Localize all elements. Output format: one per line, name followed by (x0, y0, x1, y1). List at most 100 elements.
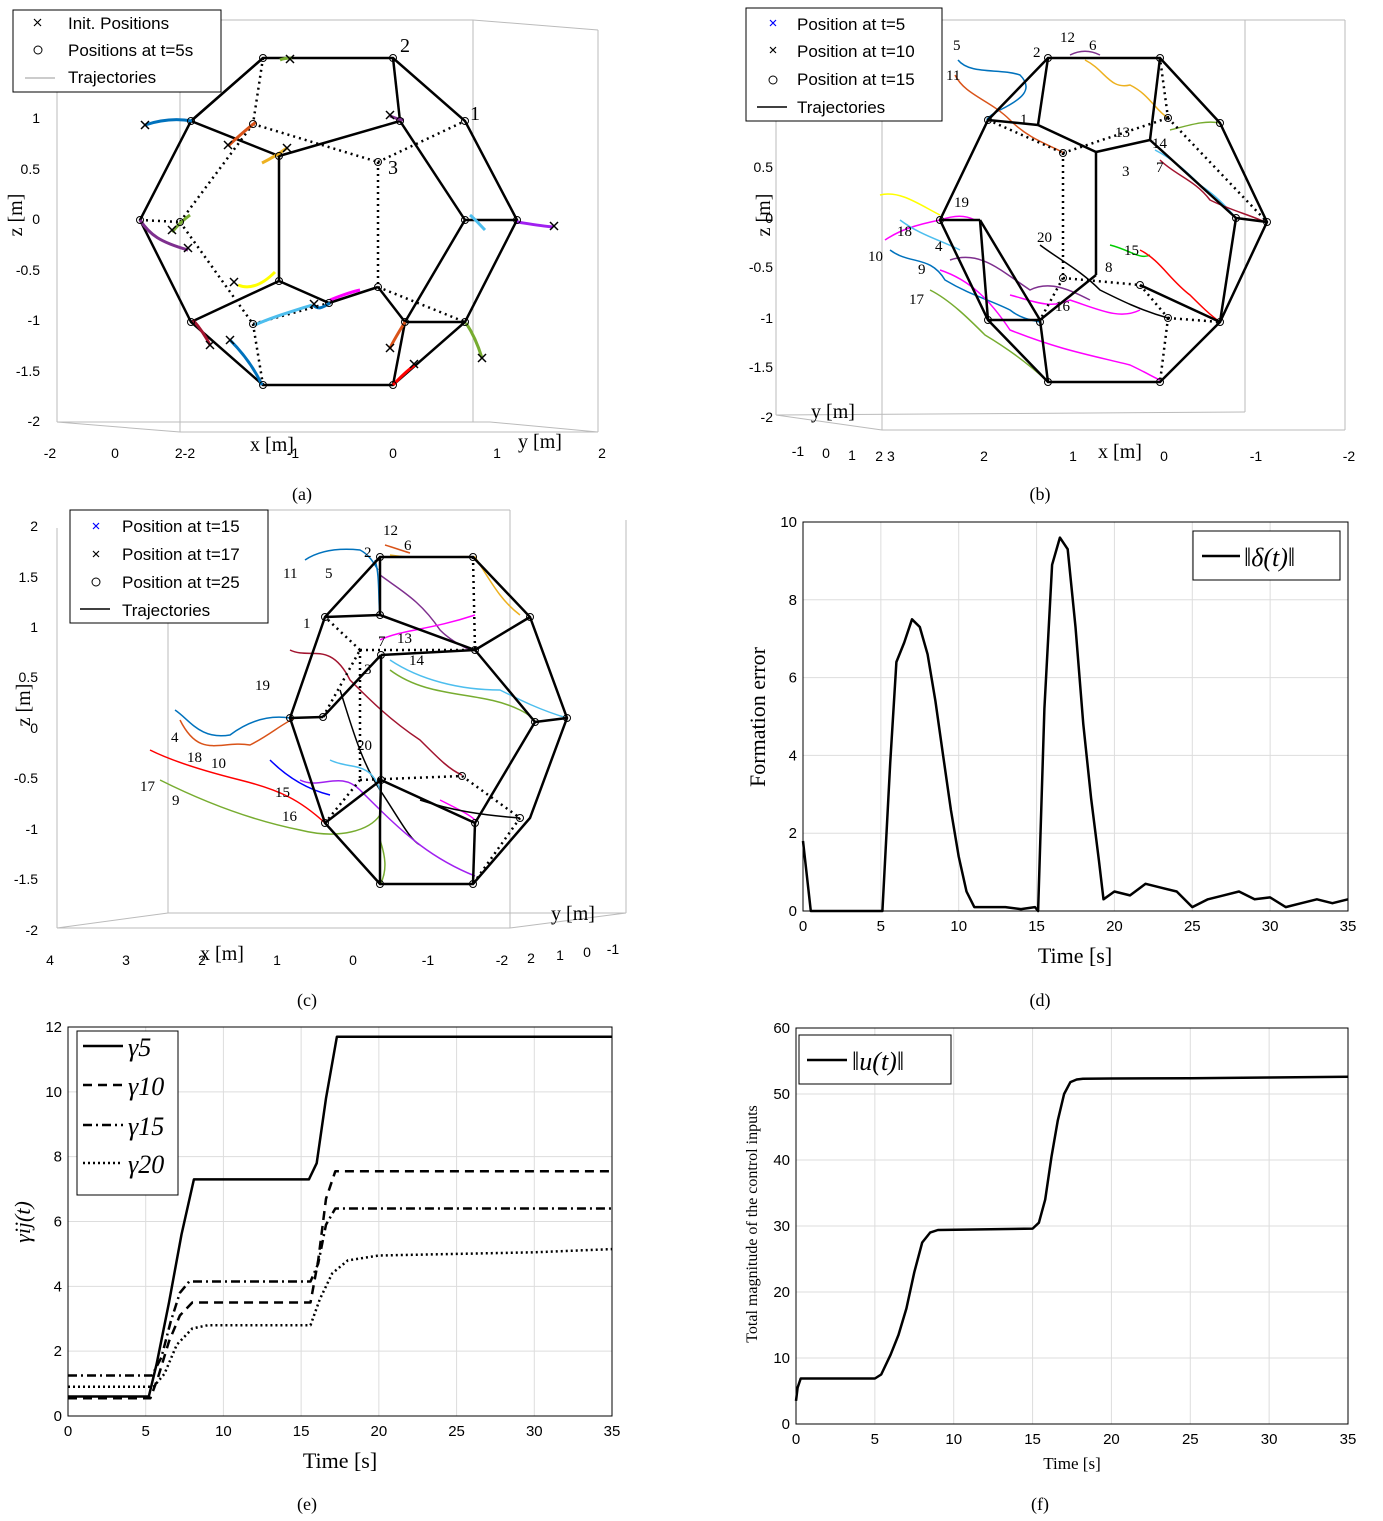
panel-e-xtick: 30 (526, 1423, 543, 1440)
panel-d-xtick: 10 (950, 918, 967, 935)
panel-a-ztick: -2 (28, 413, 41, 429)
panel-f-xtick: 20 (1103, 1431, 1120, 1448)
panel-d-ytick: 10 (780, 514, 797, 531)
panel-c-agent-label: 11 (283, 566, 297, 582)
panel-c-ztick: 1.5 (19, 569, 39, 585)
panel-c-bottom-tick: 2 (527, 950, 535, 966)
panel-a-ztick: 1 (32, 110, 40, 126)
panel-a-vertex-label: 2 (400, 35, 410, 57)
panel-b-legend: Position at t=5 Position at t=10 Positio… (745, 7, 943, 122)
panel-b-agent-label: 12 (1060, 30, 1075, 46)
panel-c-bottom-tick: -2 (496, 952, 509, 968)
panel-b-caption: (b) (1030, 484, 1051, 505)
panel-a-ztick: -1.5 (16, 363, 40, 379)
panel-b-bottom-tick: 2 3 (875, 448, 895, 464)
panel-e-xtick: 35 (604, 1423, 621, 1440)
panel-e-ylabel: γij(t) (10, 1201, 35, 1243)
panel-c-agent-label: 9 (172, 793, 180, 809)
panel-c-bottom-tick: 0 (349, 952, 357, 968)
panel-c-agent-label: 4 (171, 730, 179, 746)
panel-c-legend-entry: Position at t=17 (122, 545, 240, 564)
panel-e-series (68, 1035, 613, 1400)
panel-f-ytick: 50 (773, 1086, 790, 1103)
panel-f-legend: ‖u(t)‖ (798, 1034, 952, 1085)
panel-f-caption: (f) (1031, 1494, 1049, 1515)
panel-b-agent-label: 4 (935, 239, 943, 255)
panel-c-box (56, 509, 627, 929)
panel-c-legend: Position at t=15 Position at t=17 Positi… (69, 509, 269, 624)
panel-c-agent-label: 3 (364, 662, 372, 678)
panel-a-bottom-tick: 0 (389, 445, 397, 461)
panel-c-bottom-tick: 0 (583, 944, 591, 960)
panel-b-ztick: 0 (765, 210, 773, 226)
panel-c-legend-entry: Trajectories (122, 601, 210, 620)
panel-d-ytick: 6 (789, 670, 797, 687)
panel-a-zlabel: z [m] (5, 194, 27, 237)
panel-e-xtick: 25 (448, 1423, 465, 1440)
panel-b-agent-label: 14 (1152, 136, 1168, 152)
panel-c-ylabel: y [m] (551, 903, 595, 925)
panel-e-ytick: 10 (45, 1084, 62, 1101)
panel-e-series-line-2 (68, 1170, 612, 1400)
panel-a-legend-entry: Trajectories (68, 68, 156, 87)
panel-d-ytick: 8 (789, 592, 797, 609)
panel-b-agent-label: 1 (1020, 112, 1028, 128)
panel-a-ylabel: y [m] (518, 431, 562, 453)
panel-d-ytick: 4 (789, 747, 797, 764)
panel-b-legend-entry: Position at t=15 (797, 70, 915, 89)
panel-c-dodecahedron (288, 555, 569, 886)
panel-c-agent-label: 19 (255, 678, 270, 694)
panel-b-agent-label: 19 (954, 195, 969, 211)
panel-f-xtick: 0 (792, 1431, 800, 1448)
panel-c-xlabel: x [m] (200, 943, 244, 965)
panel-a-bottom-tick: 0 (111, 445, 119, 461)
panel-c-agent-labels: 12 2 6 11 5 1 7 13 3 14 19 20 4 18 10 17… (140, 523, 425, 825)
panel-c-ztick: 0.5 (19, 669, 39, 685)
panel-f-ytick: 40 (773, 1152, 790, 1169)
panel-f-ytick: 0 (782, 1416, 790, 1433)
panel-d-ytick: 0 (789, 903, 797, 920)
panel-e-legend-entry: γ5 (128, 1033, 151, 1062)
panel-b-agent-label: 2 (1033, 45, 1041, 61)
panel-b-bottom-tick: 0 (1160, 448, 1168, 464)
panel-c-bottom-tick: 3 (122, 952, 130, 968)
panel-b-ztick: -1.5 (749, 359, 773, 375)
panel-c-agent-label: 15 (275, 785, 290, 801)
panel-d-xtick: 5 (877, 918, 885, 935)
panel-f-series-line-1 (794, 1075, 1349, 1402)
panel-b-legend-entry: Position at t=10 (797, 42, 915, 61)
panel-e-series-line-4 (68, 1247, 613, 1389)
panel-b-ztick: -1 (761, 310, 774, 326)
panel-a-bottom-tick: 2 (598, 445, 606, 461)
panel-f-series (794, 1075, 1349, 1402)
panel-c-zlabel: z [m] (13, 684, 35, 727)
panel-c-t25-markers (286, 553, 571, 888)
panel-f-xtick: 15 (1024, 1431, 1041, 1448)
panel-d-series-line-1 (801, 536, 1349, 913)
panel-f-xtick: 30 (1261, 1431, 1278, 1448)
panel-b-agent-label: 11 (946, 68, 960, 84)
panel-c-ztick: 1 (30, 619, 38, 635)
panel-c-agent-label: 17 (140, 779, 156, 795)
panel-c-ztick: 2 (30, 518, 38, 534)
panel-a-ztick: 0 (32, 211, 40, 227)
panel-b-agent-label: 20 (1037, 230, 1052, 246)
panel-b-agent-label: 10 (868, 249, 883, 265)
panel-e-caption: (e) (297, 1494, 317, 1515)
panel-a-legend-entry: Init. Positions (68, 14, 169, 33)
panel-b-bottom-ticks: -1 0 1 2 3 2 1 0 -1 -2 (792, 443, 1356, 464)
panel-a-vertex-label: 1 (470, 103, 480, 125)
panel-a-t5-markers (136, 54, 521, 389)
panel-d-ylabel: Formation error (745, 646, 770, 787)
panel-f-xtick: 5 (871, 1431, 879, 1448)
panel-c-bottom-tick: -1 (607, 941, 620, 957)
panel-d-axes-box (802, 521, 1349, 912)
panel-e-xtick: 15 (293, 1423, 310, 1440)
panel-c-agent-label: 16 (282, 809, 298, 825)
panel-f-xticks: 0 5 10 15 20 25 30 35 (792, 1431, 1357, 1448)
panel-b: 5 11 2 12 6 1 13 14 3 7 19 18 4 10 20 15… (745, 7, 1356, 505)
panel-c-legend-entry: Position at t=15 (122, 517, 240, 536)
panel-e-ytick: 12 (45, 1019, 62, 1036)
panel-d-legend-entry: ‖δ(t)‖ (1244, 543, 1295, 572)
